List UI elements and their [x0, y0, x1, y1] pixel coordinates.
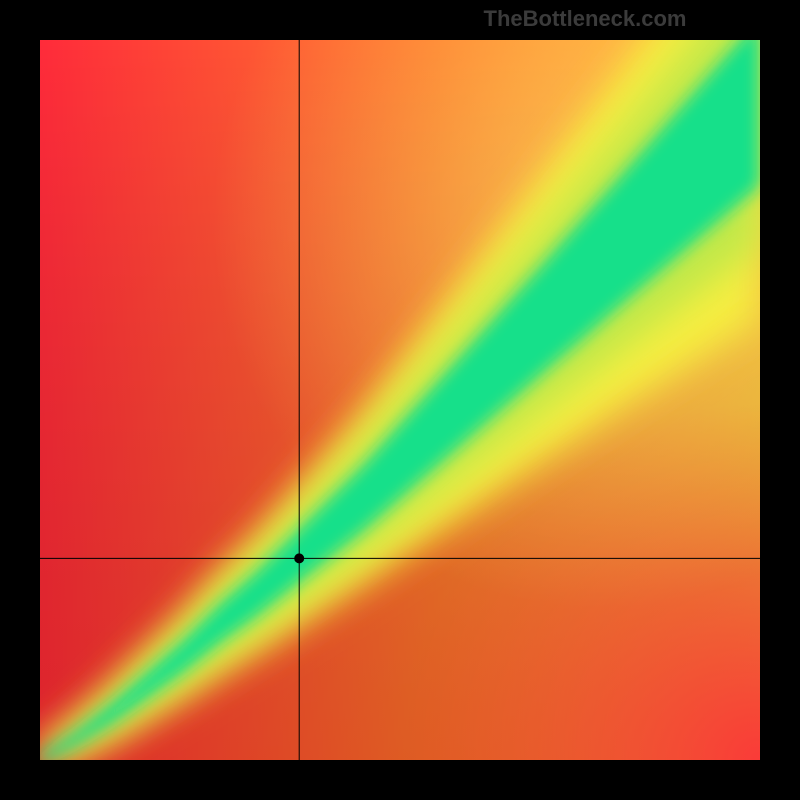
- bottleneck-heatmap: [0, 0, 800, 800]
- watermark-text: TheBottleneck.com: [114, 6, 687, 32]
- crosshair-marker: [294, 553, 304, 563]
